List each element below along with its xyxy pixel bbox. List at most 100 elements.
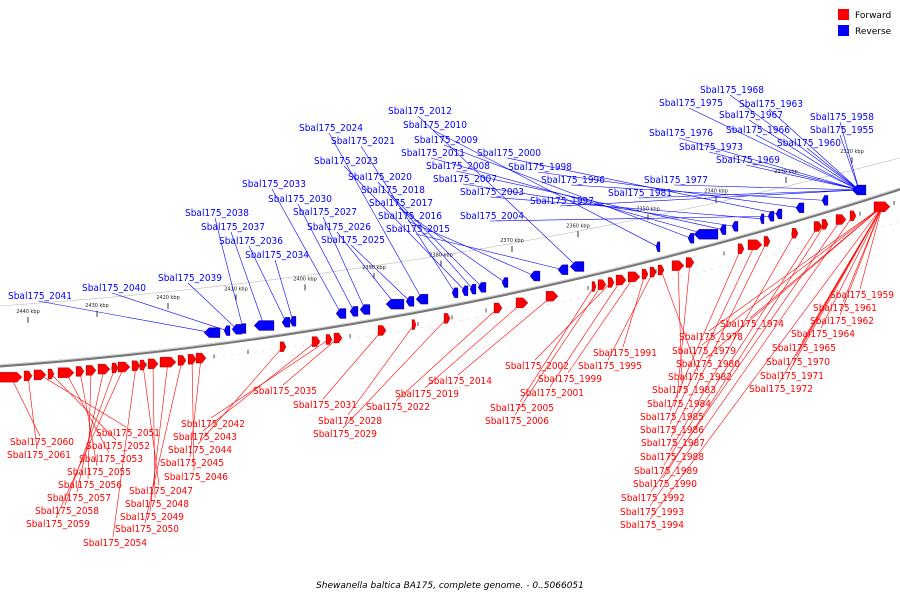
leader-line <box>567 276 635 374</box>
scale-tick-label: 2390 kbp <box>362 265 386 271</box>
reverse-gene-label: Sbal175_2025 <box>321 235 385 246</box>
reverse-gene-label: Sbal175_2040 <box>82 283 146 294</box>
leader-line <box>649 215 854 507</box>
leader-line <box>39 374 127 428</box>
forward-gene-label: Sbal175_2028 <box>318 416 382 427</box>
legend: Forward Reverse <box>838 9 892 37</box>
leader-line <box>677 265 683 385</box>
forward-gene-label: Sbal175_2031 <box>293 400 357 411</box>
genome-backbone-highlight <box>0 187 900 366</box>
leader-line <box>144 360 183 524</box>
forward-gene-label: Sbal175_1961 <box>813 303 877 314</box>
forward-gene-label: Sbal175_2045 <box>160 458 224 469</box>
reverse-gene-label: Sbal175_1976 <box>649 128 713 139</box>
leader-line <box>663 226 819 466</box>
leader-line <box>248 245 287 323</box>
forward-gene-label: Sbal175_2049 <box>120 512 184 523</box>
forward-gene-label: Sbal175_1994 <box>620 520 684 531</box>
forward-gene-label: Sbal175_2002 <box>505 361 569 372</box>
reverse-gene-label: Sbal175_1963 <box>739 99 803 110</box>
leader-line <box>111 292 228 331</box>
leader-line <box>745 164 860 191</box>
leader-line <box>842 206 883 303</box>
leader-line <box>55 366 125 519</box>
forward-gene-label: Sbal175_1983 <box>652 385 716 396</box>
leader-line <box>417 115 578 267</box>
leader-line <box>377 181 474 290</box>
leader-line <box>669 248 742 412</box>
leader-line <box>274 259 294 322</box>
leader-line <box>210 339 330 419</box>
legend-forward-swatch <box>838 9 849 20</box>
leader-line <box>806 147 860 191</box>
forward-gene-label: Sbal175_1987 <box>641 438 705 449</box>
reverse-gene-label: Sbal175_2024 <box>299 123 363 134</box>
leader-line <box>342 318 448 429</box>
forward-gene-label: Sbal175_1965 <box>772 343 836 354</box>
reverse-gene-label: Sbal175_2010 <box>403 120 467 131</box>
scale-tick-label: 2400 kbp <box>293 276 317 282</box>
forward-gene-label: Sbal175_2014 <box>428 376 492 387</box>
leader-line <box>395 307 499 402</box>
leader-line <box>688 107 860 191</box>
leader-line <box>669 233 796 452</box>
legend-reverse-label: Reverse <box>855 27 892 37</box>
forward-gene-label: Sbal175_1991 <box>593 348 657 359</box>
leader-line <box>673 184 860 191</box>
leader-line <box>755 134 860 191</box>
forward-gene-label: Sbal175_1970 <box>766 357 830 368</box>
reverse-gene-label: Sbal175_2041 <box>8 291 72 302</box>
leader-line <box>79 371 98 467</box>
forward-gene-label: Sbal175_2060 <box>10 437 74 448</box>
scale-tick-label: 2380 kbp <box>429 253 453 259</box>
leader-line <box>768 108 860 191</box>
leader-line <box>407 220 536 277</box>
leader-line <box>678 137 860 191</box>
forward-gene-label: Sbal175_1962 <box>810 316 874 327</box>
leader-line <box>820 206 883 329</box>
reverse-gene-label: Sbal175_2023 <box>314 156 378 167</box>
forward-gene-label: Sbal175_1995 <box>578 361 642 372</box>
forward-gene-label: Sbal175_2047 <box>129 486 193 497</box>
reverse-gene-label: Sbal175_1958 <box>810 112 874 123</box>
leader-line <box>537 171 801 209</box>
genome-caption: Shewanella baltica BA175, complete genom… <box>316 581 584 591</box>
leader-line <box>430 157 707 235</box>
genome-backbone <box>0 187 900 368</box>
forward-gene-label: Sbal175_2005 <box>490 403 554 414</box>
scale-tick-label: 2350 kbp <box>636 206 660 212</box>
scale-tick-label: 2410 kbp <box>224 286 248 292</box>
forward-gene-label: Sbal175_1971 <box>760 371 824 382</box>
forward-gene-label: Sbal175_1984 <box>647 399 711 410</box>
leader-line <box>607 271 654 361</box>
leader-line <box>322 216 366 310</box>
leader-line <box>650 219 842 493</box>
leader-line <box>336 231 396 305</box>
leader-line <box>328 132 423 300</box>
reverse-gene-label: Sbal175_2004 <box>460 211 524 222</box>
leader-line <box>669 244 756 425</box>
forward-gene-label: Sbal175_2061 <box>7 450 71 461</box>
forward-gene-label: Sbal175_2053 <box>79 454 143 465</box>
reverse-gene-label: Sbal175_2011 <box>401 148 465 159</box>
leader-line <box>10 377 41 437</box>
reverse-gene-label: Sbal175_1966 <box>726 125 790 136</box>
forward-gene-label: Sbal175_2052 <box>86 441 150 452</box>
forward-gene-label: Sbal175_1964 <box>791 329 855 340</box>
leader-line <box>87 370 92 480</box>
leader-line <box>549 279 622 388</box>
leader-line <box>191 359 195 472</box>
leader-line <box>149 362 169 512</box>
forward-gene-label: Sbal175_1992 <box>621 493 685 504</box>
reverse-gene-label: Sbal175_2007 <box>433 174 497 185</box>
reverse-gene-label: Sbal175_2012 <box>388 106 452 117</box>
forward-gene-label: Sbal175_2057 <box>47 493 111 504</box>
reverse-gene-label: Sbal175_1969 <box>716 155 780 166</box>
leader-line <box>142 364 160 486</box>
scale-tick-label: 2330 kbp <box>774 169 798 175</box>
forward-gene-label: Sbal175_2046 <box>164 472 228 483</box>
forward-gene-label: Sbal175_1982 <box>668 372 732 383</box>
leader-line <box>570 184 826 201</box>
scale-tick-label: 2420 kbp <box>156 295 180 301</box>
